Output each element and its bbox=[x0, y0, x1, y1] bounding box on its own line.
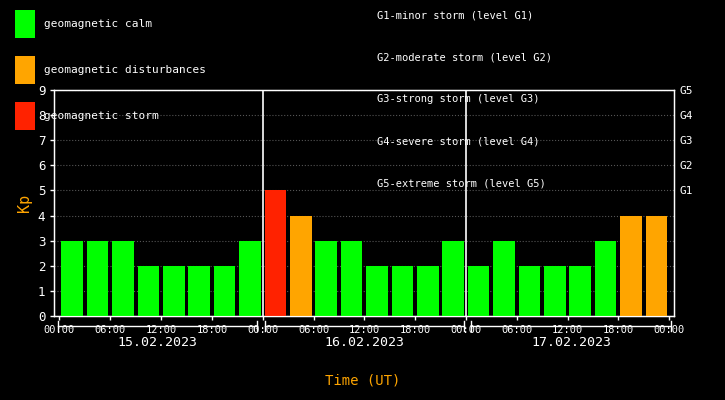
Bar bbox=[112, 241, 134, 316]
Bar bbox=[544, 266, 566, 316]
Bar bbox=[341, 241, 362, 316]
Bar bbox=[265, 190, 286, 316]
Text: 16.02.2023: 16.02.2023 bbox=[324, 336, 405, 348]
Y-axis label: Kp: Kp bbox=[17, 194, 33, 212]
Text: 15.02.2023: 15.02.2023 bbox=[117, 336, 198, 348]
Text: 17.02.2023: 17.02.2023 bbox=[531, 336, 611, 348]
Text: G2-moderate storm (level G2): G2-moderate storm (level G2) bbox=[377, 52, 552, 62]
Bar bbox=[290, 216, 312, 316]
Text: G4-severe storm (level G4): G4-severe storm (level G4) bbox=[377, 136, 539, 146]
Bar bbox=[214, 266, 236, 316]
Bar bbox=[442, 241, 464, 316]
Bar bbox=[569, 266, 591, 316]
Bar bbox=[62, 241, 83, 316]
Bar bbox=[87, 241, 108, 316]
Bar bbox=[163, 266, 185, 316]
Text: geomagnetic calm: geomagnetic calm bbox=[44, 19, 152, 29]
Bar bbox=[621, 216, 642, 316]
Bar bbox=[366, 266, 388, 316]
Text: G3-strong storm (level G3): G3-strong storm (level G3) bbox=[377, 94, 539, 104]
Bar bbox=[594, 241, 616, 316]
Bar bbox=[315, 241, 337, 316]
Bar bbox=[493, 241, 515, 316]
Bar bbox=[468, 266, 489, 316]
Text: G5-extreme storm (level G5): G5-extreme storm (level G5) bbox=[377, 178, 546, 188]
Bar bbox=[646, 216, 667, 316]
Bar bbox=[417, 266, 439, 316]
Text: G1-minor storm (level G1): G1-minor storm (level G1) bbox=[377, 10, 534, 20]
Bar bbox=[392, 266, 413, 316]
Bar bbox=[518, 266, 540, 316]
Bar bbox=[239, 241, 261, 316]
Bar bbox=[188, 266, 210, 316]
Text: Time (UT): Time (UT) bbox=[325, 374, 400, 388]
Text: geomagnetic storm: geomagnetic storm bbox=[44, 111, 158, 121]
Bar bbox=[138, 266, 160, 316]
Text: geomagnetic disturbances: geomagnetic disturbances bbox=[44, 65, 205, 75]
